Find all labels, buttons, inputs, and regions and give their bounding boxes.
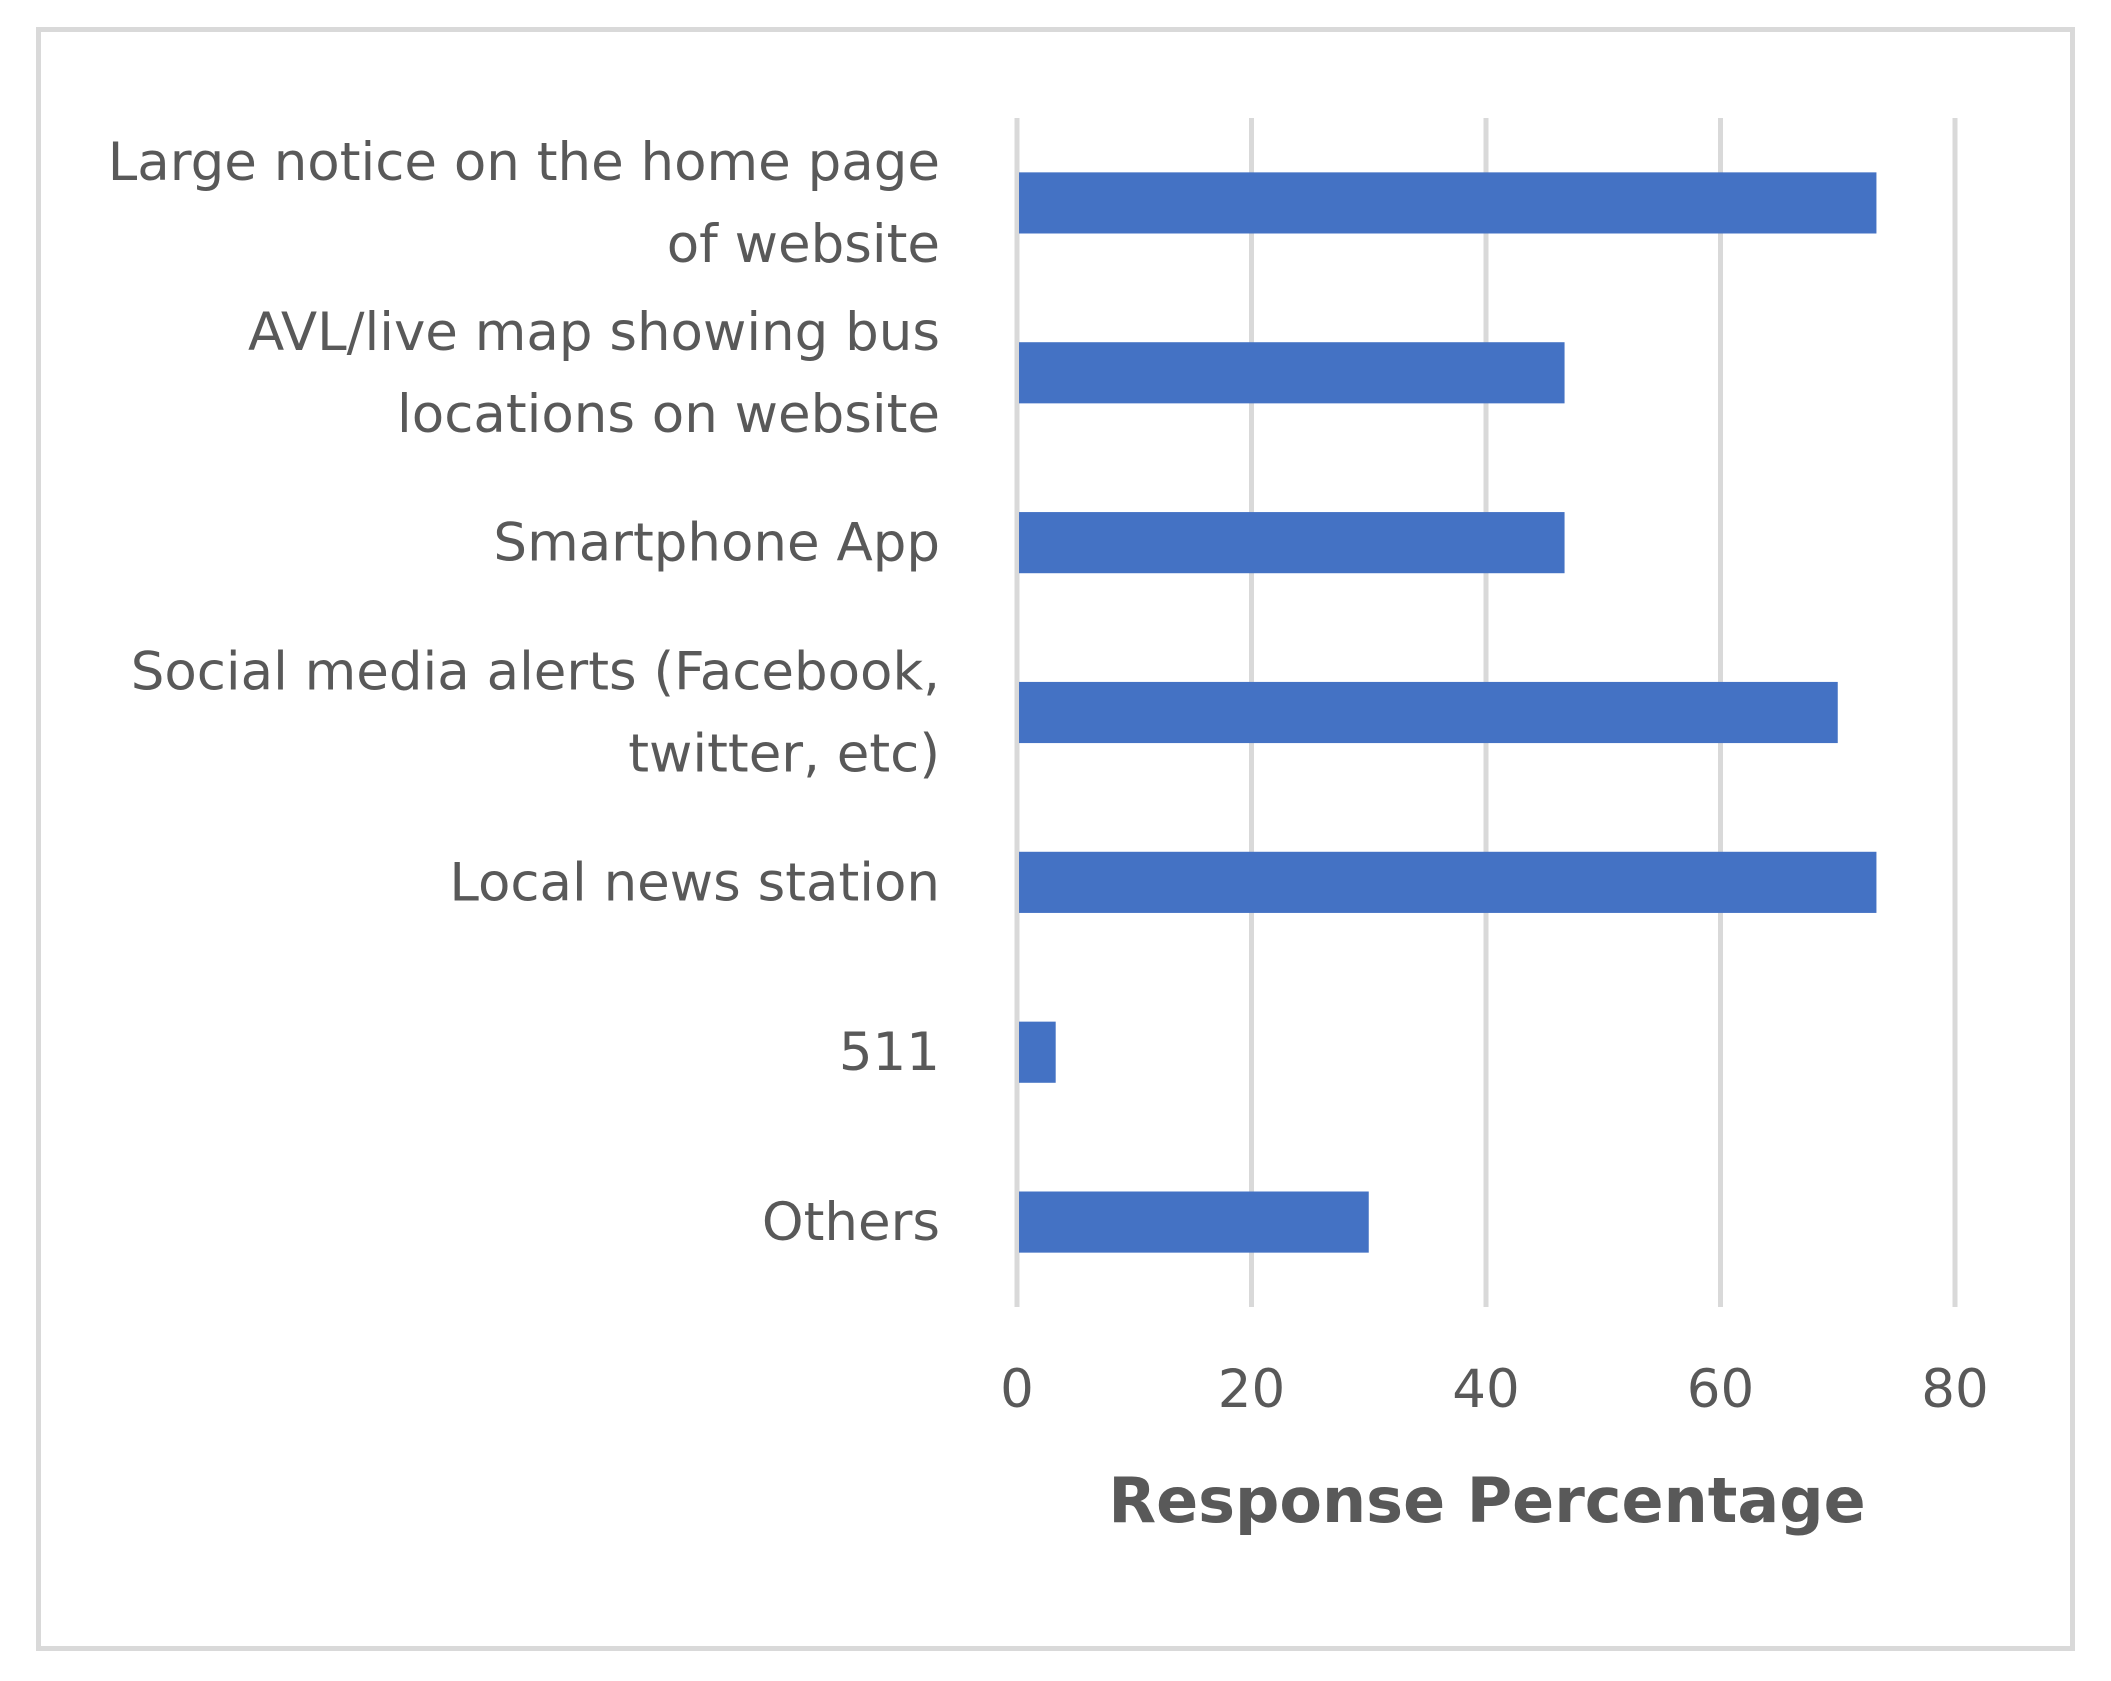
bar-6	[1019, 1191, 1369, 1253]
x-tick-label-0: 0	[1000, 1359, 1034, 1420]
category-labels: Large notice on the home page of website A…	[108, 132, 940, 1253]
category-label-0: Large notice on the home page of website	[108, 132, 940, 275]
x-axis-title: Response Percentage	[1108, 1464, 1865, 1537]
category-label-5: 511	[839, 1022, 940, 1083]
category-label-3-line-0: Social media alerts (Facebook,	[131, 642, 940, 703]
category-label-6-line-0: Others	[762, 1192, 940, 1253]
category-label-1-line-1: locations on website	[397, 384, 940, 445]
bar-5	[1019, 1021, 1056, 1083]
category-label-0-line-1: of website	[667, 214, 940, 275]
bar-2	[1019, 512, 1565, 574]
category-label-0-line-0: Large notice on the home page	[108, 132, 940, 193]
category-label-1: AVL/live map showing bus locations on web…	[248, 302, 940, 445]
x-tick-labels: 0 20 40 60 80	[1000, 1359, 1989, 1420]
x-tick-label-3: 60	[1687, 1359, 1754, 1420]
category-label-4-line-0: Local news station	[449, 852, 940, 913]
category-label-1-line-0: AVL/live map showing bus	[248, 302, 940, 363]
category-label-3-line-1: twitter, etc)	[628, 724, 940, 785]
x-tick-label-4: 80	[1921, 1359, 1988, 1420]
bars	[1019, 172, 1877, 1253]
bar-3	[1019, 681, 1838, 744]
category-label-4: Local news station	[449, 852, 940, 913]
bar-4	[1019, 851, 1877, 913]
category-label-5-line-0: 511	[839, 1022, 940, 1083]
category-label-3: Social media alerts (Facebook, twitter, e…	[131, 642, 940, 785]
category-label-6: Others	[762, 1192, 940, 1253]
category-label-2: Smartphone App	[493, 513, 940, 574]
category-label-2-line-0: Smartphone App	[493, 513, 940, 574]
x-tick-label-2: 40	[1452, 1359, 1519, 1420]
bar-0	[1019, 172, 1877, 234]
chart-frame	[36, 27, 2075, 1651]
bar-1	[1019, 342, 1565, 404]
x-tick-label-1: 20	[1218, 1359, 1285, 1420]
